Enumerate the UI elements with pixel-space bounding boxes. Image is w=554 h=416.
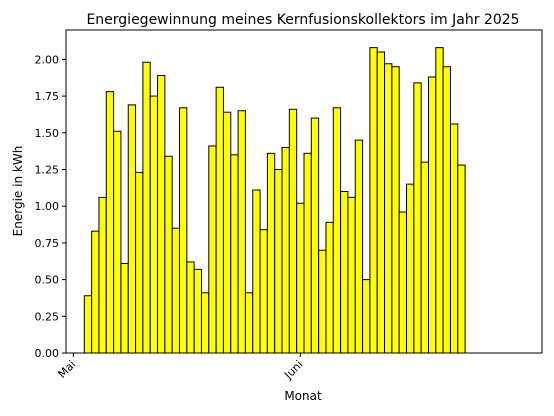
y-tick-label: 1.75 — [35, 90, 60, 103]
y-tick-label: 1.25 — [35, 163, 60, 176]
bar — [310, 117, 320, 354]
bar — [244, 292, 254, 354]
bar — [105, 91, 115, 354]
bar — [435, 47, 444, 354]
bar — [98, 196, 107, 354]
y-tick-label: 0.75 — [35, 237, 60, 250]
plot-frame — [65, 29, 543, 354]
bar — [369, 47, 378, 354]
bar — [259, 229, 268, 354]
bar — [157, 75, 166, 354]
bar — [186, 261, 195, 354]
bar — [266, 152, 276, 354]
y-tick-label: 0.25 — [35, 310, 60, 323]
bar — [296, 202, 305, 354]
bar — [200, 292, 210, 354]
bar — [449, 123, 459, 354]
x-axis-label: Monat — [284, 389, 322, 403]
bar — [288, 108, 298, 354]
bar — [113, 130, 122, 354]
bar — [83, 295, 93, 354]
y-axis-label: Energie in kWh — [11, 146, 25, 237]
bar — [193, 268, 202, 354]
bar — [252, 189, 261, 354]
bar — [222, 111, 232, 354]
bar — [237, 110, 246, 354]
bar — [340, 191, 349, 354]
bar — [457, 164, 466, 354]
bar — [281, 146, 290, 354]
bar — [384, 63, 393, 354]
bar — [164, 155, 173, 354]
x-axis: Mai Juni — [56, 353, 305, 382]
bar — [442, 66, 451, 354]
bar — [332, 107, 342, 354]
bar — [171, 227, 180, 354]
chart-title: Energiegewinnung meines Kernfusionskolle… — [86, 12, 519, 28]
bar — [215, 86, 224, 354]
bar — [230, 154, 239, 354]
bar — [274, 168, 283, 354]
bar — [420, 161, 429, 354]
bars-group — [83, 47, 466, 354]
bar — [362, 279, 371, 354]
bar — [208, 145, 217, 354]
y-tick-label: 0.00 — [35, 347, 60, 360]
bar — [391, 66, 400, 354]
bar — [91, 230, 100, 354]
y-tick-label: 0.50 — [35, 274, 60, 287]
y-tick-label: 2.00 — [35, 53, 60, 66]
x-tick-label: Juni — [281, 358, 305, 382]
bar — [179, 107, 188, 354]
bar — [120, 262, 129, 354]
bar — [427, 76, 437, 354]
x-tick-label: Mai — [56, 358, 79, 381]
bar — [325, 221, 334, 354]
bar — [413, 82, 422, 354]
y-axis: 0.00 0.25 0.50 0.75 1.00 1.25 1.50 1.75 2.00 — [35, 53, 66, 360]
y-tick-label: 1.00 — [35, 200, 60, 213]
bar — [135, 171, 144, 354]
bar — [347, 196, 356, 354]
bar — [376, 51, 386, 354]
bar — [398, 211, 408, 354]
bar — [303, 152, 312, 354]
y-tick-label: 1.50 — [35, 127, 60, 140]
bar — [149, 95, 159, 354]
bar — [127, 104, 137, 354]
bar — [406, 183, 415, 354]
bar — [318, 249, 327, 354]
bar — [354, 139, 364, 354]
bar — [142, 61, 151, 354]
